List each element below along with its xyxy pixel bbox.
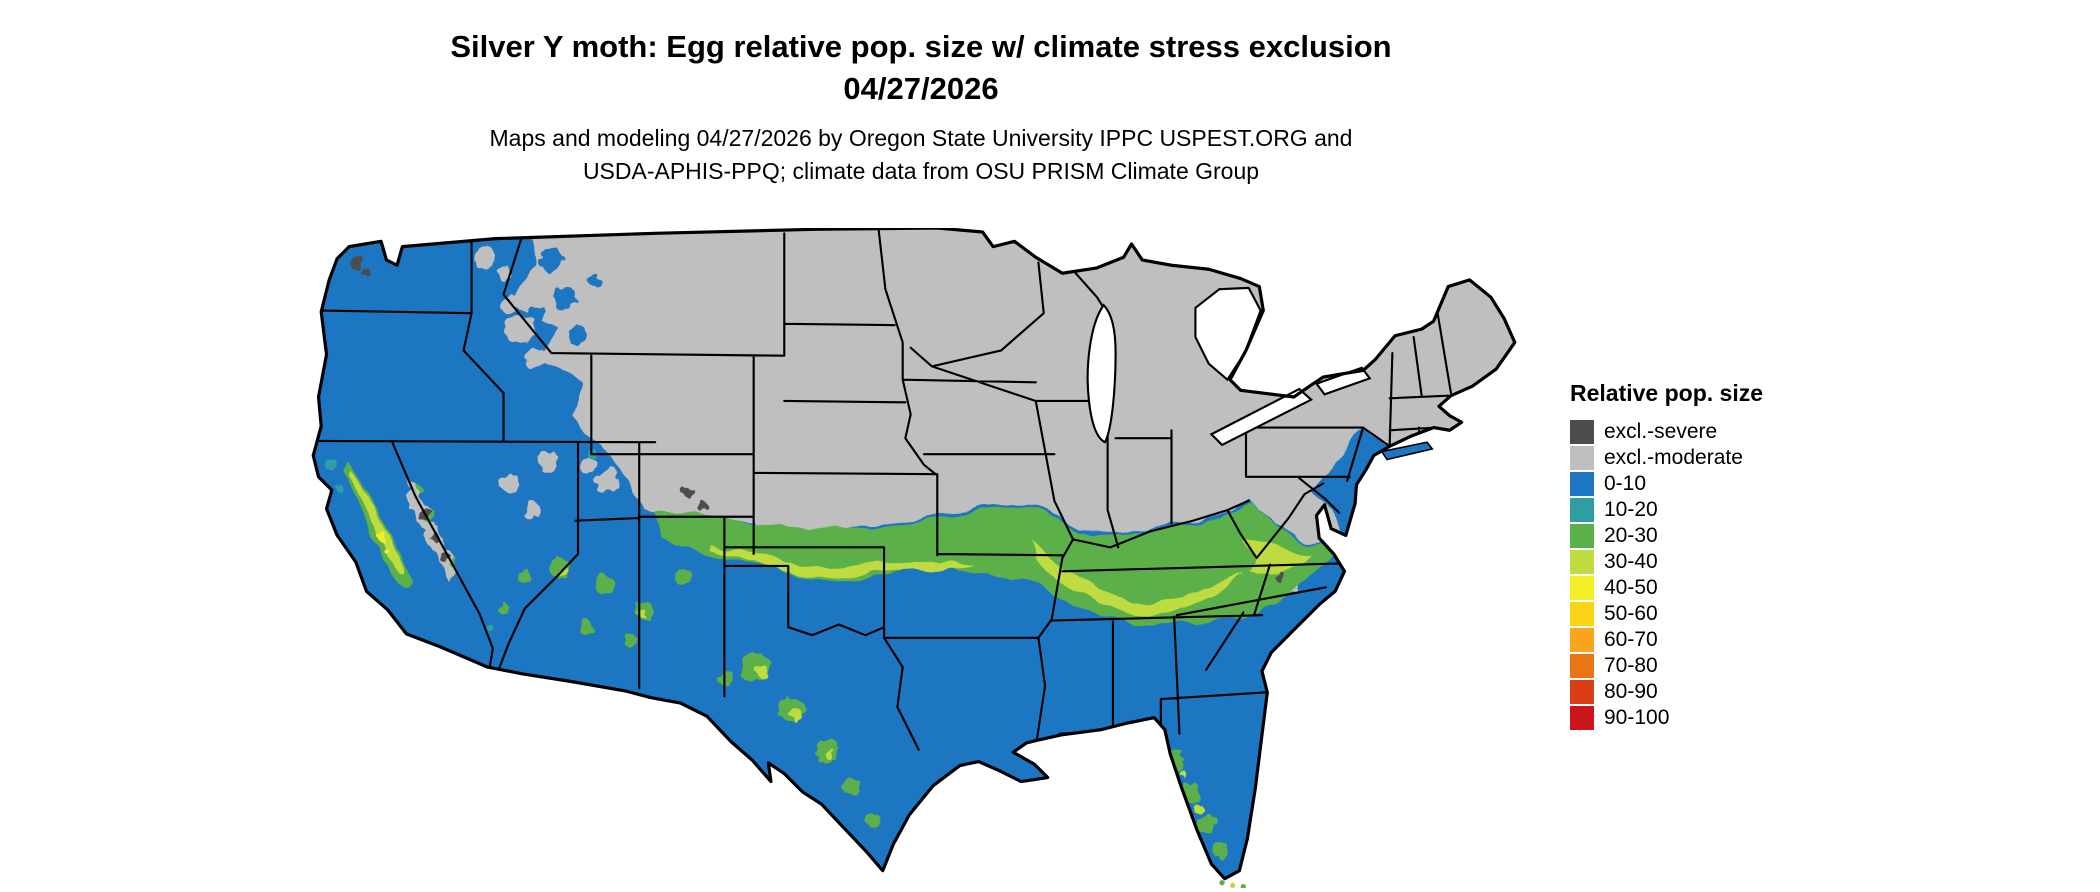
legend-swatch: [1570, 420, 1594, 444]
legend-label: 10-20: [1604, 498, 1658, 521]
legend-label: 0-10: [1604, 472, 1647, 495]
state-borders: [313, 229, 1452, 751]
lake-michigan: [1086, 303, 1117, 444]
legend-label: excl.-severe: [1604, 420, 1718, 443]
us-outline: [311, 228, 1517, 881]
legend-label: 30-40: [1604, 550, 1658, 573]
montana-blue-patches: [530, 247, 601, 344]
legend-label: 70-80: [1604, 654, 1658, 677]
legend-item: 70-80: [1570, 653, 1870, 679]
legend-swatch: [1570, 628, 1594, 652]
map-title-line2: 04/27/2026: [843, 71, 999, 106]
legend: Relative pop. size excl.-severe excl.-mod…: [1570, 380, 1870, 731]
legend-swatch: [1570, 524, 1594, 548]
legend-swatch: [1570, 680, 1594, 704]
legend-label: 50-60: [1604, 602, 1658, 625]
map-title-line1: Silver Y moth: Egg relative pop. size w/…: [450, 29, 1392, 64]
great-lakes: [1086, 286, 1372, 447]
legend-label: 90-100: [1604, 706, 1670, 729]
lake-erie: [1209, 387, 1314, 447]
legend-item: 30-40: [1570, 549, 1870, 575]
us-map: [305, 228, 1527, 888]
us-map-svg: [311, 228, 1517, 888]
legend-item: excl.-moderate: [1570, 445, 1870, 471]
legend-label: 60-70: [1604, 628, 1658, 651]
raster-layer: [313, 228, 1515, 879]
legend-items: excl.-severe excl.-moderate 0-10 10-20 20-30…: [1570, 419, 1870, 731]
legend-item: excl.-severe: [1570, 419, 1870, 445]
map-title: Silver Y moth: Egg relative pop. size w/…: [0, 26, 1842, 110]
map-subtitle-line2: USDA-APHIS-PPQ; climate data from OSU PR…: [582, 158, 1260, 184]
legend-item: 20-30: [1570, 523, 1870, 549]
legend-item: 80-90: [1570, 679, 1870, 705]
legend-label: excl.-moderate: [1604, 446, 1743, 469]
legend-swatch: [1570, 602, 1594, 626]
legend-swatch: [1570, 706, 1594, 730]
legend-label: 40-50: [1604, 576, 1658, 599]
yellow-green-cores: [346, 464, 1316, 613]
legend-title: Relative pop. size: [1570, 380, 1764, 406]
legend-swatch: [1570, 472, 1594, 496]
legend-swatch: [1570, 576, 1594, 600]
long-island: [1380, 441, 1434, 461]
legend-item: 60-70: [1570, 627, 1870, 653]
legend-item: 50-60: [1570, 601, 1870, 627]
legend-item: 40-50: [1570, 575, 1870, 601]
legend-label: 20-30: [1604, 524, 1658, 547]
legend-swatch: [1570, 550, 1594, 574]
legend-item: 10-20: [1570, 497, 1870, 523]
legend-swatch: [1570, 654, 1594, 678]
legend-item: 90-100: [1570, 705, 1870, 731]
legend-label: 80-90: [1604, 680, 1658, 703]
florida-keys: [1219, 880, 1246, 888]
map-subtitle-line1: Maps and modeling 04/27/2026 by Oregon S…: [489, 125, 1353, 151]
legend-swatch: [1570, 446, 1594, 470]
legend-swatch: [1570, 498, 1594, 522]
legend-item: 0-10: [1570, 471, 1870, 497]
map-subtitle: Maps and modeling 04/27/2026 by Oregon S…: [0, 122, 1842, 188]
